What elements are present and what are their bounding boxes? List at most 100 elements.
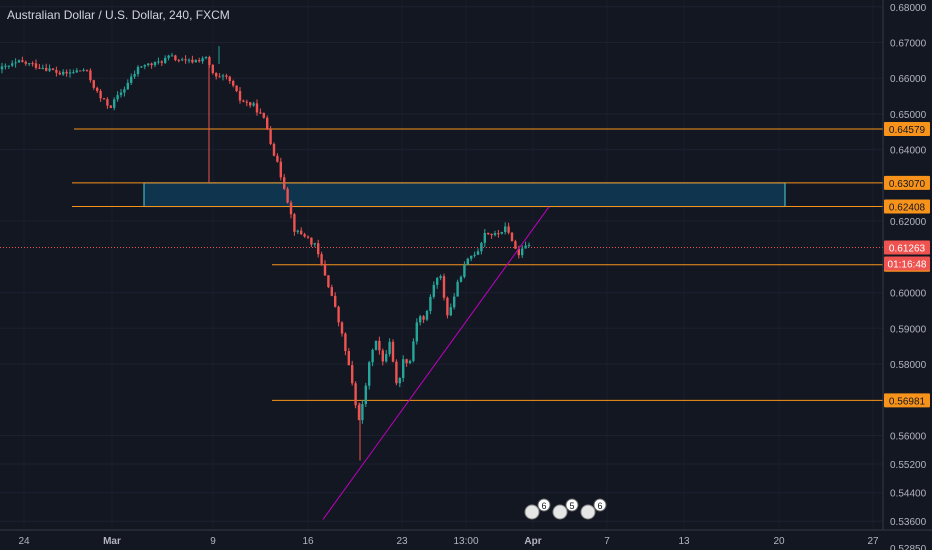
- candle-body: [337, 306, 340, 323]
- candle-body: [340, 322, 344, 334]
- candle-body: [41, 67, 44, 69]
- candle-body: [344, 333, 347, 352]
- candle-body: [269, 129, 272, 144]
- candle-body: [276, 155, 279, 162]
- candle-body: [150, 63, 153, 66]
- candle-body: [65, 71, 68, 74]
- candle-body: [96, 87, 99, 92]
- candle-body: [136, 67, 140, 75]
- candle-body: [58, 72, 61, 75]
- candle-body: [7, 65, 10, 67]
- candle-body: [255, 103, 259, 113]
- candle-body: [113, 99, 116, 108]
- candle-body: [191, 59, 194, 63]
- chart-title: Australian Dollar / U.S. Dollar, 240, FX…: [7, 8, 230, 22]
- candle-body: [133, 74, 136, 77]
- candle-body: [490, 234, 493, 236]
- candle-body: [320, 254, 323, 264]
- candle-body: [167, 55, 170, 58]
- candle-body: [160, 61, 163, 63]
- candle-body: [429, 296, 432, 311]
- candle-body: [521, 248, 524, 256]
- candle-body: [75, 70, 78, 73]
- candle-body: [123, 89, 126, 93]
- candle-body: [487, 232, 490, 235]
- candle-body: [514, 241, 517, 249]
- candle-body: [174, 55, 177, 61]
- candle-body: [177, 60, 180, 62]
- candle-body: [272, 143, 276, 156]
- candle-body: [68, 72, 72, 74]
- candle-body: [368, 362, 371, 386]
- candle-body: [198, 60, 201, 62]
- candle-body: [21, 60, 24, 62]
- candle-body: [374, 340, 378, 350]
- candle-body: [201, 58, 204, 62]
- candle-body: [493, 233, 497, 236]
- candle-body: [17, 60, 21, 63]
- candle-body: [82, 69, 85, 71]
- candle-body: [364, 385, 367, 405]
- candle-body: [483, 232, 486, 243]
- candle-body: [453, 296, 456, 308]
- candle-body: [371, 349, 374, 363]
- candle-body: [252, 103, 255, 106]
- candle-body: [412, 341, 415, 361]
- candle-body: [351, 365, 354, 384]
- candle-body: [459, 276, 463, 282]
- candle-body: [306, 236, 310, 238]
- candle-body: [153, 61, 157, 66]
- candle-body: [116, 95, 119, 100]
- candle-body: [527, 244, 531, 246]
- candle-body: [419, 316, 422, 323]
- candle-body: [109, 105, 112, 108]
- candle-body: [235, 85, 238, 92]
- levels-layer: [0, 128, 883, 401]
- candle-body: [119, 92, 123, 96]
- candle-body: [72, 72, 75, 74]
- candle-body: [395, 361, 398, 384]
- candle-body: [289, 202, 293, 215]
- candle-body: [11, 63, 14, 66]
- candle-body: [228, 76, 231, 82]
- candle-body: [330, 287, 333, 296]
- candle-body: [323, 263, 327, 276]
- candle-body: [4, 65, 7, 67]
- candles-layer: [0, 46, 531, 461]
- candle-body: [296, 230, 299, 232]
- candle-body: [524, 245, 527, 249]
- candle-body: [497, 233, 500, 235]
- candle-body: [504, 226, 507, 233]
- candle-body: [388, 341, 391, 355]
- candle-body: [34, 63, 38, 68]
- candle-body: [170, 55, 174, 57]
- candle-body: [187, 59, 191, 61]
- candle-body: [422, 316, 425, 320]
- candle-body: [62, 71, 65, 75]
- candle-body: [357, 405, 361, 421]
- candle-body: [204, 57, 208, 59]
- candle-body: [157, 61, 160, 63]
- candle-body: [208, 57, 211, 65]
- support-trendline: [322, 206, 550, 520]
- candle-body: [439, 276, 442, 279]
- candle-body: [143, 65, 146, 67]
- candle-body: [500, 232, 503, 234]
- candle-body: [391, 341, 395, 362]
- candle-body: [211, 64, 214, 73]
- candle-body: [55, 70, 58, 73]
- candle-body: [89, 70, 92, 81]
- candle-body: [215, 72, 218, 77]
- candle-body: [48, 68, 51, 71]
- candle-body: [456, 281, 459, 297]
- candle-body: [79, 70, 82, 72]
- candle-body: [102, 98, 106, 100]
- candle-body: [266, 117, 269, 130]
- candle-body: [442, 276, 446, 298]
- grid: [0, 6, 883, 549]
- candle-body: [262, 112, 265, 118]
- candle-body: [415, 322, 418, 342]
- candle-body: [245, 101, 248, 103]
- candle-body: [354, 383, 357, 406]
